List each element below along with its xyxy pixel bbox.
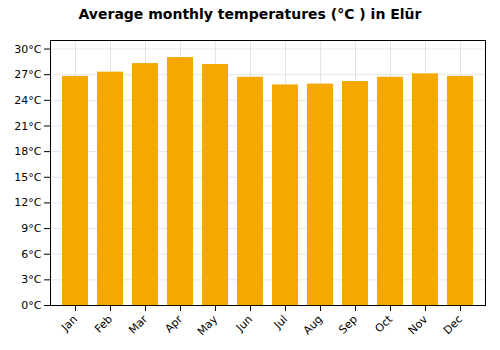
svg-text:Feb: Feb — [92, 313, 115, 336]
svg-text:3°C: 3°C — [21, 273, 41, 286]
svg-text:Mar: Mar — [126, 312, 150, 336]
svg-text:Oct: Oct — [372, 312, 395, 335]
svg-text:27°C: 27°C — [14, 68, 41, 81]
svg-text:Nov: Nov — [406, 312, 431, 337]
html-text:Average monthly temperatures (: Average monthly temperatures (°C ) in El… — [78, 6, 422, 22]
svg-text:Dec: Dec — [441, 313, 465, 337]
svg-text:21°C: 21°C — [14, 120, 41, 133]
svg-text:Jul: Jul — [271, 313, 290, 332]
svg-text:May: May — [195, 312, 221, 338]
svg-text:0°C: 0°C — [21, 299, 41, 312]
svg-text:Apr: Apr — [162, 312, 185, 335]
svg-text:Jan: Jan — [58, 313, 80, 335]
svg-text:24°C: 24°C — [14, 94, 41, 107]
svg-text:Jun: Jun — [233, 313, 255, 335]
svg-text:6°C: 6°C — [21, 248, 41, 261]
svg-text:12°C: 12°C — [14, 196, 41, 209]
svg-text:18°C: 18°C — [14, 145, 41, 158]
svg-text:Sep: Sep — [336, 313, 360, 337]
svg-text:15°C: 15°C — [14, 171, 41, 184]
svg-text:9°C: 9°C — [21, 222, 41, 235]
svg-text:Aug: Aug — [301, 313, 325, 337]
svg-text:30°C: 30°C — [14, 43, 41, 56]
